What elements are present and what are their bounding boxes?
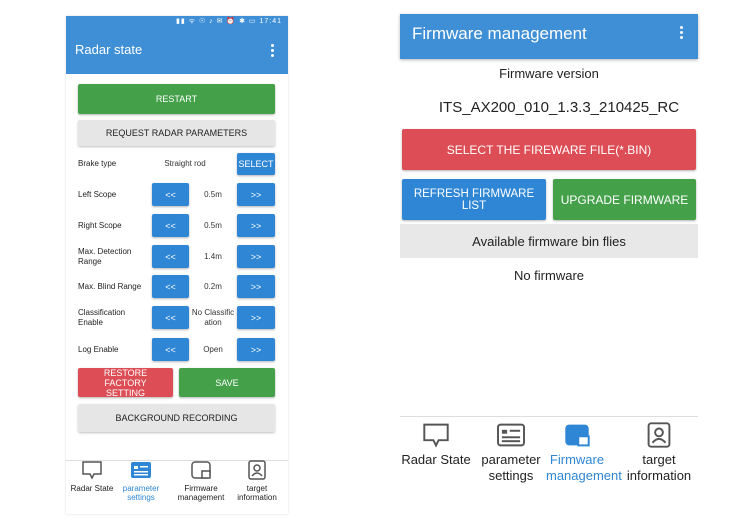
max-blind-range-increase-button[interactable]: >>	[237, 275, 275, 298]
nav-radar-state[interactable]: Radar State	[66, 460, 118, 510]
left-scope-decrease-button[interactable]: <<	[152, 183, 189, 206]
log-enable-label: Log Enable	[78, 345, 119, 354]
radar-state-screen: ▮▮ ᯤ ☉ ♪ ✉ ⏰ ✱ ▭ 17:41 Radar state RESTA…	[66, 16, 288, 514]
right-scope-label: Right Scope	[78, 221, 122, 230]
page-title: Radar state	[75, 42, 143, 57]
no-firmware-text: No firmware	[513, 268, 585, 283]
classification-increase-button[interactable]: >>	[237, 306, 275, 329]
nav-firmware-management-label: Firmware management	[546, 452, 622, 483]
chat-icon	[82, 461, 102, 480]
refresh-firmware-list-button[interactable]: REFRESH FIRMWARE LIST	[402, 179, 546, 220]
save-button[interactable]: SAVE	[179, 368, 275, 397]
firmware-management-screen: Firmware management Firmware version ITS…	[400, 14, 698, 510]
nav-target-information-label: target information	[626, 452, 692, 483]
classification-value: No Classification	[191, 308, 235, 327]
page-title: Firmware management	[412, 24, 587, 43]
right-scope-decrease-button[interactable]: <<	[152, 214, 189, 237]
firmware-version-label: Firmware version	[499, 66, 599, 81]
status-time: 17:41	[259, 18, 282, 25]
nav-radar-state-label: Radar State	[70, 484, 114, 493]
nav-parameter-settings[interactable]: parameter settings	[472, 422, 550, 484]
left-scope-value: 0.5m	[204, 190, 222, 199]
max-detection-range-decrease-button[interactable]: <<	[152, 245, 189, 268]
brake-type-value: Straight rod	[164, 159, 206, 168]
app-bar: Radar state	[66, 28, 288, 74]
nav-firmware-management[interactable]: Firmware management	[546, 422, 622, 484]
brake-type-select-button[interactable]: SELECT	[237, 153, 275, 175]
log-enable-decrease-button[interactable]: <<	[152, 338, 189, 361]
max-detection-range-increase-button[interactable]: >>	[237, 245, 275, 268]
select-firmware-file-button[interactable]: SELECT THE FIREWARE FILE(*.BIN)	[402, 129, 696, 170]
nav-parameter-settings-label: parameter settings	[122, 484, 160, 502]
classification-enable-label: Classification Enable	[78, 308, 126, 327]
max-detection-range-value: 1.4m	[204, 252, 222, 261]
right-scope-increase-button[interactable]: >>	[237, 214, 275, 237]
background-recording-button[interactable]: BACKGROUND RECORDING	[78, 404, 275, 432]
upgrade-firmware-button[interactable]: UPGRADE FIRMWARE	[553, 179, 696, 220]
bottom-nav-divider	[66, 460, 288, 461]
max-blind-range-label: Max. Blind Range	[78, 282, 142, 291]
restore-factory-setting-button[interactable]: RESTORE FACTORY SETTING	[78, 368, 173, 398]
nav-target-information[interactable]: target information	[620, 422, 698, 484]
left-scope-label: Left Scope	[78, 190, 117, 199]
max-blind-range-decrease-button[interactable]: <<	[152, 275, 189, 298]
nav-firmware-management[interactable]: Firmware management	[170, 460, 232, 510]
overflow-menu-icon[interactable]	[680, 26, 683, 41]
list-card-icon	[131, 462, 151, 478]
left-scope-increase-button[interactable]: >>	[237, 183, 275, 206]
brake-type-label: Brake type	[78, 159, 117, 168]
app-bar: Firmware management	[400, 14, 698, 59]
nav-target-information-label: target information	[237, 484, 277, 502]
max-detection-range-label: Max. Detection Range	[78, 247, 132, 266]
list-card-icon	[497, 423, 525, 447]
request-radar-parameters-button[interactable]: REQUEST RADAR PARAMETERS	[78, 120, 275, 146]
log-enable-value: Open	[203, 345, 223, 354]
restart-button[interactable]: RESTART	[78, 84, 275, 114]
nav-radar-state-label: Radar State	[401, 452, 471, 467]
nav-target-information[interactable]: target information	[228, 460, 286, 510]
max-blind-range-value: 0.2m	[204, 282, 222, 291]
status-icons: ▮▮ ᯤ ☉ ♪ ✉ ⏰ ✱ ▭	[175, 18, 257, 25]
firmware-version-value: ITS_AX200_010_1.3.3_210425_RC	[438, 99, 680, 116]
person-card-icon	[647, 422, 671, 448]
available-firmware-header: Available firmware bin flies	[400, 224, 698, 258]
status-bar: ▮▮ ᯤ ☉ ♪ ✉ ⏰ ✱ ▭ 17:41	[66, 16, 288, 28]
nav-parameter-settings[interactable]: parameter settings	[118, 460, 164, 510]
firmware-icon	[191, 461, 211, 479]
firmware-icon	[565, 424, 590, 447]
classification-decrease-button[interactable]: <<	[152, 306, 189, 329]
person-card-icon	[248, 460, 266, 480]
bottom-nav-divider	[400, 416, 698, 417]
nav-parameter-settings-label: parameter settings	[481, 452, 541, 483]
nav-firmware-management-label: Firmware management	[177, 484, 225, 502]
chat-icon	[423, 423, 449, 448]
log-enable-increase-button[interactable]: >>	[237, 338, 275, 361]
nav-radar-state[interactable]: Radar State	[400, 422, 472, 468]
right-scope-value: 0.5m	[204, 221, 222, 230]
overflow-menu-icon[interactable]	[271, 44, 274, 59]
